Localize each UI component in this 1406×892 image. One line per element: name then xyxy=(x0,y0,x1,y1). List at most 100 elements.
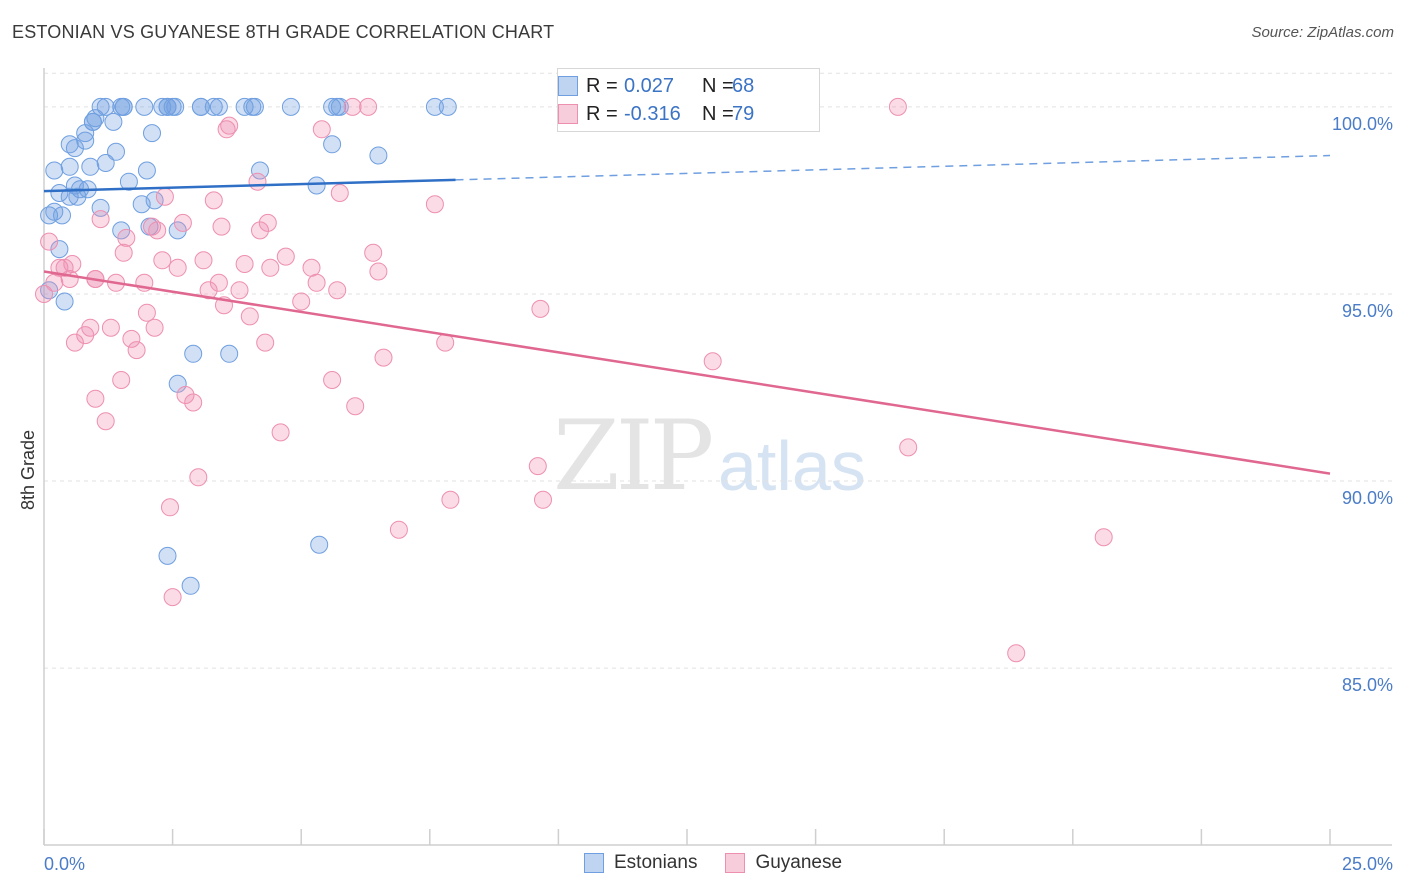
trend-line-guyanese xyxy=(43,270,1331,475)
tick-labels: 100.0% 95.0% 90.0% 85.0% 0.0% 25.0% xyxy=(44,114,1393,874)
point-guyanese xyxy=(1094,528,1113,547)
point-guyanese xyxy=(888,97,907,116)
y-tick-label: 100.0% xyxy=(1332,114,1393,134)
legend-label-guyanese: Guyanese xyxy=(755,852,843,873)
point-guyanese xyxy=(240,307,259,326)
point-estonians xyxy=(158,97,177,116)
point-guyanese xyxy=(369,262,388,281)
legend-item-guyanese[interactable]: Guyanese xyxy=(725,852,842,874)
point-guyanese xyxy=(346,397,365,416)
legend-row-estonians: R = 0.027 N = 68 xyxy=(558,73,755,99)
point-guyanese xyxy=(35,285,53,303)
point-guyanese xyxy=(204,191,223,210)
point-guyanese xyxy=(40,232,59,251)
point-guyanese xyxy=(343,97,362,116)
point-guyanese xyxy=(117,228,136,247)
point-estonians xyxy=(60,157,79,176)
point-guyanese xyxy=(1007,644,1026,663)
point-guyanese xyxy=(163,588,182,607)
point-estonians xyxy=(191,97,210,116)
point-guyanese xyxy=(60,270,79,288)
point-estonians xyxy=(251,161,269,180)
point-estonians xyxy=(220,344,239,363)
point-guyanese xyxy=(81,318,100,337)
legend-n-value: 68 xyxy=(732,74,755,97)
x-tick-label: 25.0% xyxy=(1342,854,1393,874)
point-guyanese xyxy=(364,243,383,262)
legend-item-estonians[interactable]: Estonians xyxy=(584,852,697,874)
trend-line-estonians xyxy=(43,178,456,193)
legend-swatch-guyanese xyxy=(725,853,746,873)
legend-swatch-guyanese xyxy=(558,104,578,124)
point-estonians xyxy=(83,112,102,131)
point-guyanese xyxy=(328,281,347,300)
point-guyanese xyxy=(148,221,167,240)
point-guyanese xyxy=(425,195,444,214)
legend-label-estonians: Estonians xyxy=(614,852,698,873)
point-estonians xyxy=(68,187,87,206)
point-guyanese xyxy=(703,352,722,371)
point-guyanese xyxy=(323,371,342,389)
point-guyanese xyxy=(441,490,460,509)
point-estonians xyxy=(81,157,100,176)
watermark-zip: ZIP xyxy=(553,400,714,512)
trend-lines xyxy=(43,154,1331,475)
point-guyanese xyxy=(528,457,547,476)
point-guyanese xyxy=(389,520,408,539)
point-guyanese xyxy=(307,273,326,292)
point-estonians xyxy=(181,576,200,595)
point-estonians xyxy=(135,97,154,116)
point-guyanese xyxy=(276,247,295,266)
point-estonians xyxy=(114,97,133,116)
x-tick-label: 0.0% xyxy=(44,854,85,874)
point-guyanese xyxy=(261,258,280,277)
point-guyanese xyxy=(251,221,269,240)
point-guyanese xyxy=(359,97,378,116)
point-estonians xyxy=(137,161,156,180)
point-estonians xyxy=(96,154,115,172)
point-guyanese xyxy=(235,255,254,273)
point-guyanese xyxy=(302,258,321,277)
point-guyanese xyxy=(168,258,187,277)
point-guyanese xyxy=(114,243,133,262)
point-guyanese xyxy=(96,412,115,431)
point-guyanese xyxy=(312,120,331,139)
point-estonians xyxy=(153,97,172,116)
point-estonians xyxy=(281,97,300,116)
point-guyanese xyxy=(153,251,172,270)
point-estonians xyxy=(166,97,185,116)
point-guyanese xyxy=(230,281,249,300)
point-estonians xyxy=(204,97,223,116)
point-estonians xyxy=(104,112,123,131)
legend-r-label: R = xyxy=(586,74,618,97)
point-guyanese xyxy=(122,329,141,348)
point-estonians xyxy=(369,146,388,165)
legend-r-value: 0.027 xyxy=(624,74,675,97)
watermark-atlas: atlas xyxy=(718,427,866,505)
legend-n-label: N = xyxy=(702,74,734,97)
point-estonians xyxy=(243,97,262,116)
point-estonians xyxy=(323,97,342,116)
y-axis-label: 8th Grade xyxy=(18,430,38,510)
point-estonians xyxy=(330,97,349,116)
y-tick-label: 95.0% xyxy=(1342,301,1393,321)
trend-extension-estonians xyxy=(455,154,1331,181)
series-legend: Estonians Guyanese xyxy=(584,852,870,874)
legend-n-label: N = xyxy=(702,102,734,125)
point-guyanese xyxy=(292,292,311,311)
point-guyanese xyxy=(91,210,110,229)
point-estonians xyxy=(91,97,110,116)
point-guyanese xyxy=(209,273,228,292)
point-estonians xyxy=(65,139,84,158)
point-guyanese xyxy=(137,303,156,322)
point-estonians xyxy=(60,187,79,206)
point-guyanese xyxy=(189,468,208,487)
source-label: Source: ZipAtlas.com xyxy=(1251,24,1394,41)
point-estonians xyxy=(96,97,115,116)
point-estonians xyxy=(235,97,254,116)
point-estonians xyxy=(50,240,69,259)
y-tick-label: 90.0% xyxy=(1342,488,1393,508)
point-estonians xyxy=(53,206,71,225)
point-estonians xyxy=(145,191,164,210)
